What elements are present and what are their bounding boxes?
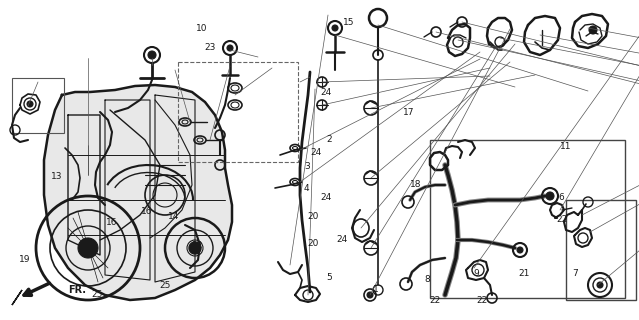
Text: 12: 12 [192,241,204,250]
Text: 11: 11 [560,142,571,151]
Text: 24: 24 [320,193,332,202]
Bar [12,78,64,133]
Polygon shape [12,290,22,305]
Text: 22: 22 [557,215,568,224]
Text: 22: 22 [477,296,488,305]
Text: 6: 6 [558,193,564,202]
Text: 3: 3 [304,162,309,171]
Circle shape [148,51,156,59]
Text: 1: 1 [373,285,378,294]
Circle shape [597,282,603,288]
Text: 7: 7 [573,269,578,278]
Bar [566,200,636,300]
Text: 23: 23 [204,43,215,52]
Text: 4: 4 [304,184,309,193]
Text: 22: 22 [429,296,440,305]
Circle shape [27,101,33,107]
Bar [178,62,298,162]
Text: 24: 24 [311,148,322,157]
Circle shape [517,247,523,253]
Text: 9: 9 [473,269,479,278]
Text: 5: 5 [327,273,332,282]
Text: 16: 16 [106,218,118,227]
Polygon shape [44,85,232,300]
Text: 20: 20 [307,239,319,248]
Text: 19: 19 [19,255,30,264]
Text: 21: 21 [518,269,530,278]
Text: 15: 15 [343,18,354,27]
Text: 13: 13 [50,172,62,180]
Circle shape [589,26,597,34]
Text: 10: 10 [196,24,207,33]
Text: 25: 25 [91,290,103,299]
Text: 18: 18 [410,180,421,188]
Circle shape [78,238,98,258]
Text: 25: 25 [159,281,171,290]
Text: 14: 14 [168,212,180,221]
Text: 2: 2 [327,135,332,144]
Circle shape [227,45,233,51]
Text: 16: 16 [141,207,153,216]
Text: 17: 17 [403,108,415,116]
Circle shape [189,242,201,254]
Text: 8: 8 [424,275,429,284]
Bar [430,140,625,298]
Circle shape [367,292,373,298]
Circle shape [332,25,338,31]
Text: 20: 20 [307,212,319,221]
Text: FR.: FR. [68,285,86,295]
Circle shape [546,192,554,200]
Text: 24: 24 [320,88,332,97]
Text: 24: 24 [336,235,348,244]
